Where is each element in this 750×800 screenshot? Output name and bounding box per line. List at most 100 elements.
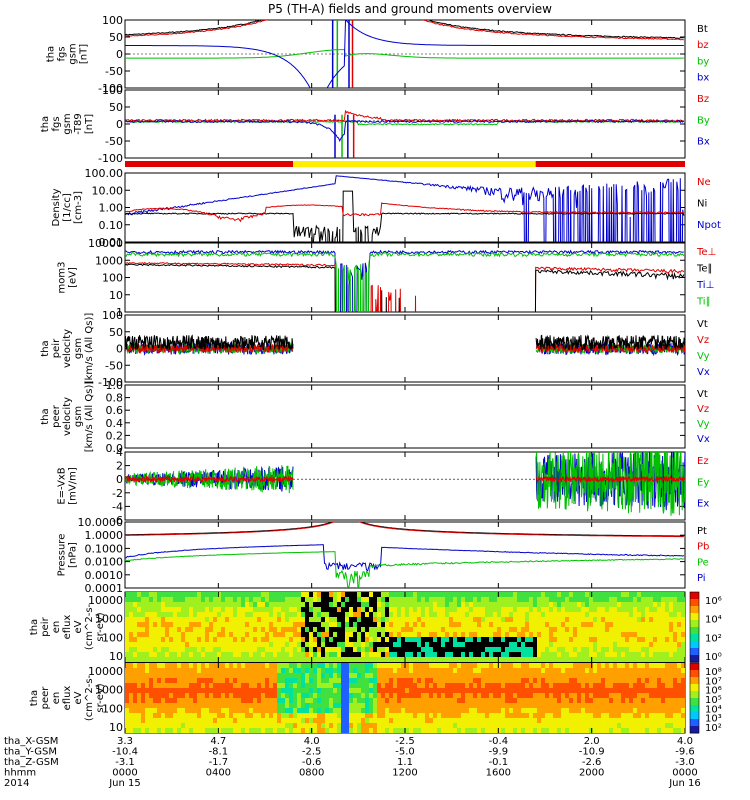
time-axis-row-label: 2014 (4, 778, 29, 789)
time-axis-value: -10.9 (579, 747, 605, 758)
panel-density: 100.00 10.00 1.00 0.10 0.01 Density [1/cc] [cm-… (51, 167, 721, 249)
y-axis-label: sr-eV) (95, 683, 106, 712)
panel-frame (124, 172, 686, 243)
time-axis-row-label: tha_Y-GSM (4, 747, 57, 758)
y-axis-label: eflux (62, 686, 73, 711)
y-axis-label: [eV] (68, 267, 79, 288)
y-axis-label: eV (73, 620, 84, 633)
y-axis-label: tha (29, 690, 40, 706)
y-tick-label: 0.1000 (85, 542, 124, 555)
time-axis-value: 0400 (206, 768, 231, 779)
legend-entry: Vz (697, 335, 709, 346)
time-axis-value: -1.7 (209, 757, 229, 768)
time-axis-value: 4.7 (210, 736, 226, 747)
panel-fgs-gsm: 100 50 0 -50 -100 tha fgs gsm [nT] Bt bz by bx (46, 14, 710, 95)
y-axis-label: [1/cc] (62, 193, 73, 222)
y-axis-label: [nPa] (68, 542, 79, 568)
series-Tiperp (125, 249, 684, 312)
y-tick-label: 0 (116, 343, 123, 356)
mode-bar (125, 161, 685, 167)
y-tick-label: -50 (105, 65, 123, 78)
y-tick-label: 1 (116, 306, 123, 319)
panel-peir-velocity: 100 50 0 -50 -100 tha peir velocity gsm [km/s (Al… (40, 309, 710, 389)
y-axis-label: [km/s (All Qs)] (84, 381, 95, 453)
y-tick-label: 1.0 (106, 379, 124, 392)
panel-peir-en-eflux: 10000 1000 100 10 tha peir en eflux eV (cm^2-s-sr… (29, 591, 722, 663)
colorbar: 10⁶ 10⁴ 10² 10⁰ (689, 591, 722, 663)
panel-frame (124, 384, 686, 449)
series-Pi (125, 544, 685, 572)
time-axis-value: -9.6 (675, 747, 695, 758)
time-axis-value: 1200 (392, 768, 417, 779)
spectrogram (125, 663, 685, 733)
y-axis-label: gsm (73, 406, 84, 427)
legend-entry: by (697, 56, 709, 67)
y-axis-label: peir (40, 616, 51, 636)
y-axis-label: velocity (62, 329, 73, 368)
y-tick-label: -100 (98, 152, 123, 165)
time-axis-value: Jun 15 (108, 778, 141, 789)
y-tick-label: -6 (112, 514, 123, 527)
y-tick-label: 1000 (95, 613, 123, 626)
series-Npot (125, 175, 685, 242)
y-tick-label: 1000 (95, 684, 123, 697)
y-tick-label: 0.2 (106, 429, 124, 442)
legend-entry: By (697, 115, 710, 126)
y-axis-label: tha (40, 408, 51, 424)
panel-peer-velocity: 1.00.80.60.40.20.0 tha peer velocity gsm [km/… (40, 379, 710, 455)
y-axis-label: en (51, 621, 62, 634)
series-bx (125, 20, 684, 88)
series-Tepar (125, 263, 685, 312)
plot-title: P5 (TH-A) fields and ground moments over… (268, 2, 552, 16)
legend-entry: Npot (697, 220, 721, 231)
y-tick-label: -100 (98, 376, 123, 389)
y-tick-label: 10000 (88, 594, 123, 607)
time-axis-value: 2000 (579, 768, 604, 779)
y-tick-label: 0.10 (99, 219, 124, 232)
y-axis-label: fgs (51, 116, 62, 131)
y-axis-label: tha (40, 340, 51, 356)
time-axis-value: 0800 (299, 768, 324, 779)
time-axis-value: -5.0 (395, 747, 415, 758)
series-Bz (125, 109, 684, 123)
colorbar-tick-label: 10² (705, 633, 722, 644)
series-Pe (125, 551, 685, 588)
y-tick-label: 10.0000 (78, 516, 124, 529)
y-tick-label: 10 (109, 650, 123, 663)
y-tick-label: 1000 (95, 254, 123, 267)
y-tick-label: 100 (102, 84, 123, 97)
y-tick-label: 100 (102, 309, 123, 322)
y-tick-label: -100 (98, 82, 123, 95)
y-axis-label: tha (29, 619, 40, 635)
y-tick-label: 10.00 (92, 184, 124, 197)
y-axis-label: eflux (62, 615, 73, 640)
legend-entry: Bx (697, 137, 710, 148)
y-axis-label: en (51, 692, 62, 705)
series-Bx (125, 119, 685, 143)
y-axis-label: sr-eV) (95, 612, 106, 641)
y-tick-label: 0.0 (106, 442, 124, 455)
series-Bt (125, 20, 684, 39)
legend-entry: Ti∥ (696, 296, 711, 307)
y-axis-label: tha (46, 46, 57, 62)
legend-entry: Vt (697, 319, 708, 330)
time-axis-row-label: tha_Z-GSM (4, 757, 59, 768)
y-tick-label: 1.00 (99, 202, 124, 215)
y-axis-label: eV (73, 691, 84, 704)
y-axis-label: E=-VxB (57, 467, 68, 504)
y-axis-label: fgs (57, 46, 68, 61)
legend-entry: Bt (697, 24, 708, 35)
series-bz (125, 20, 684, 41)
y-tick-label: 0.4 (106, 417, 124, 430)
legend-entry: Pi (697, 573, 706, 584)
legend-entry: Vy (697, 351, 710, 362)
time-axis-value: 0000 (112, 768, 137, 779)
legend-entry: bx (697, 73, 709, 84)
time-axis-value: -2.6 (582, 757, 602, 768)
legend-entry: Bz (697, 94, 709, 105)
y-tick-label: 50 (109, 326, 123, 339)
y-axis-label: gsm (73, 338, 84, 359)
y-tick-label: 0.6 (106, 404, 124, 417)
series-Tipar (125, 251, 685, 312)
